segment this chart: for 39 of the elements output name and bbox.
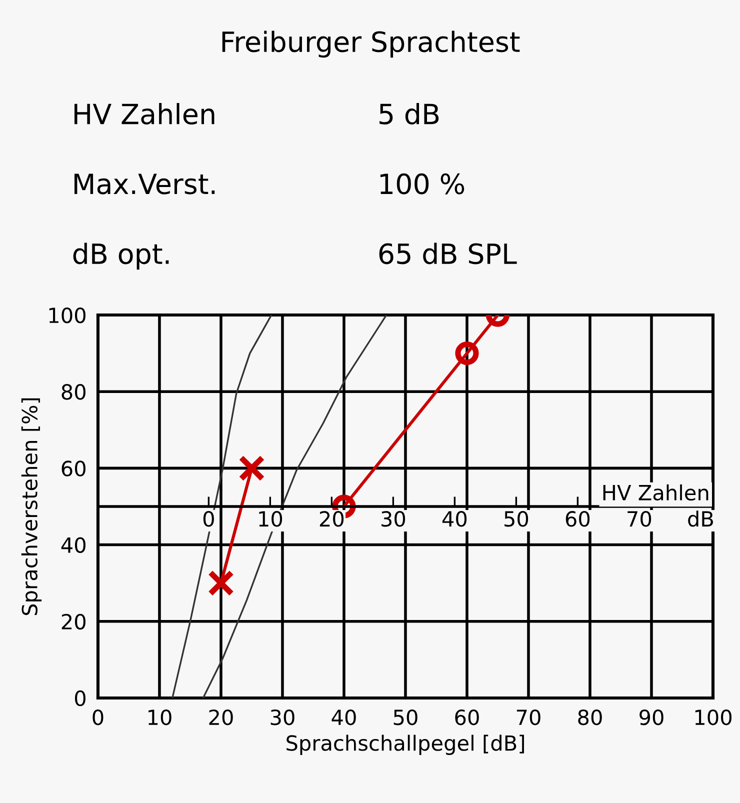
x2-tick-label: dB bbox=[688, 510, 713, 527]
x-tick-label: 40 bbox=[332, 709, 356, 726]
x2-tick-label: 0 bbox=[203, 511, 214, 527]
x-tick-label: 10 bbox=[148, 709, 172, 726]
y-tick-label: 100 bbox=[49, 307, 86, 324]
x-tick-label: 80 bbox=[578, 709, 602, 726]
x-tick-label: 90 bbox=[640, 709, 664, 726]
text: HV Zahlen bbox=[74, 102, 214, 124]
x-axis-title: Sprachschallpegel [dB] bbox=[286, 734, 524, 755]
text: Max.Verst. bbox=[74, 174, 215, 194]
x2-tick-label: 20 bbox=[320, 511, 344, 527]
y-tick-label: 80 bbox=[62, 384, 86, 400]
text: 100 % bbox=[380, 173, 464, 194]
x-tick-label: 70 bbox=[516, 709, 540, 726]
x2-axis-title: HV Zahlen bbox=[603, 484, 708, 501]
x2-tick-label: 50 bbox=[504, 511, 528, 527]
x-tick-label: 60 bbox=[455, 709, 479, 726]
x2-tick-label: 70 bbox=[628, 511, 652, 527]
text: 65 dB SPL bbox=[379, 242, 517, 264]
chart-title: Freiburger Sprachtest bbox=[222, 30, 520, 58]
point bbox=[238, 455, 265, 482]
x2-tick-label: 30 bbox=[382, 511, 406, 527]
text: dB opt. bbox=[73, 242, 169, 270]
y-tick-label: 20 bbox=[62, 614, 86, 630]
text: 5 dB bbox=[380, 102, 439, 124]
point bbox=[208, 570, 234, 596]
x-tick-label: 20 bbox=[209, 709, 233, 726]
y-tick-label: 0 bbox=[74, 690, 86, 706]
y-axis-title: Sprachverstehen [%] bbox=[21, 398, 42, 616]
y-tick-label: 40 bbox=[61, 537, 86, 553]
x-tick-label: 0 bbox=[92, 709, 104, 726]
x-tick-label: 100 bbox=[695, 709, 732, 726]
x2-tick-label: 60 bbox=[566, 511, 590, 527]
x-tick-label: 30 bbox=[270, 709, 294, 726]
x2-tick-label: 40 bbox=[442, 511, 467, 527]
x2-tick-label: 10 bbox=[259, 511, 282, 527]
point bbox=[455, 342, 479, 366]
y-tick-label: 60 bbox=[62, 460, 86, 476]
x-tick-label: 50 bbox=[394, 709, 418, 726]
